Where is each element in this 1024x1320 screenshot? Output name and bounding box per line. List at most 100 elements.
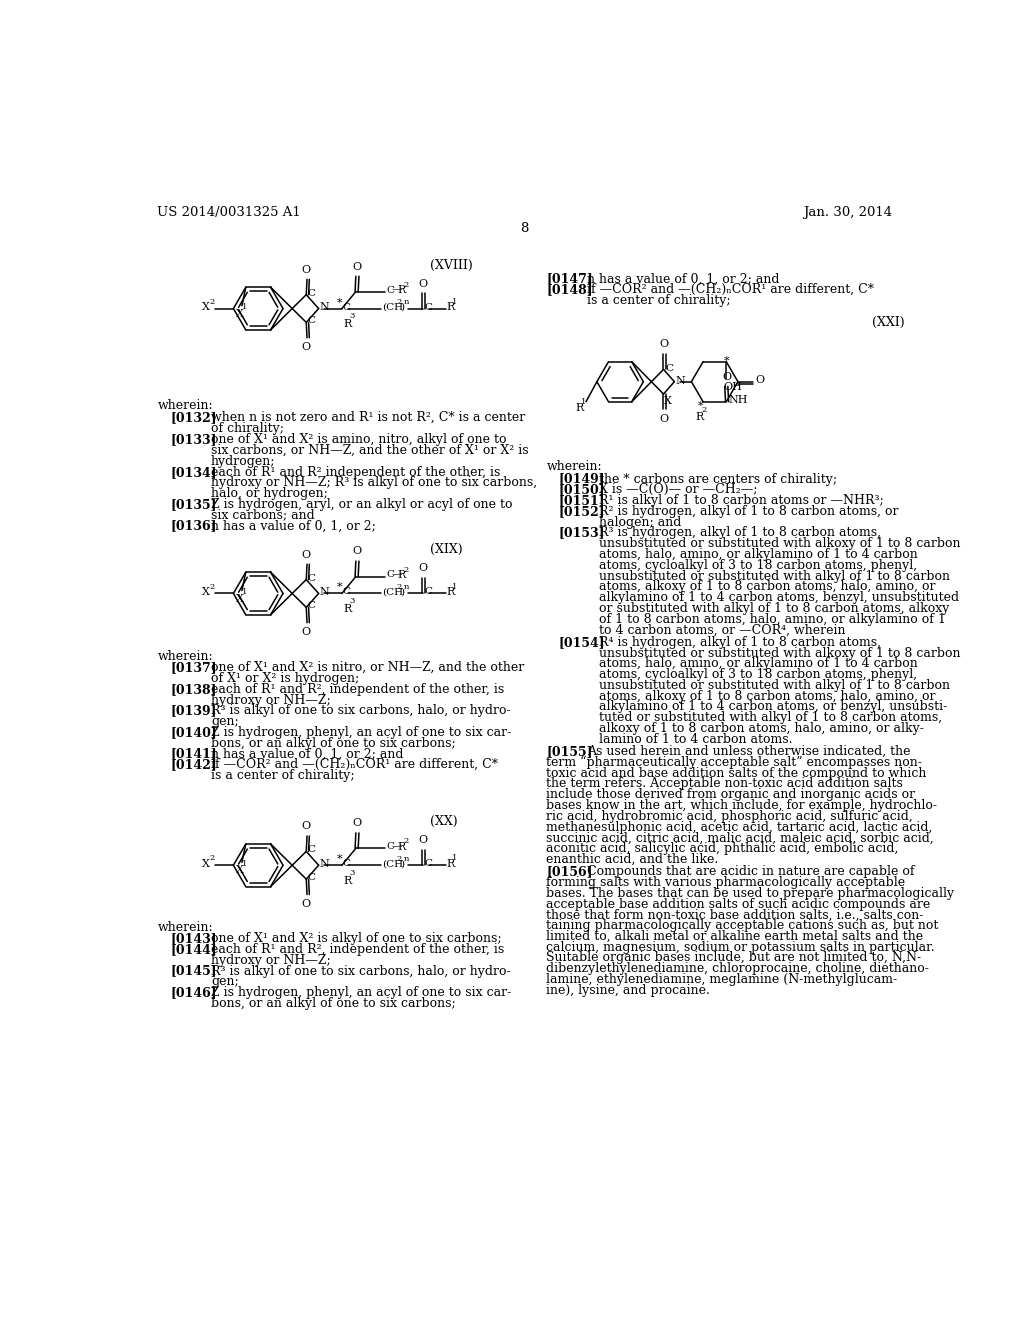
Text: R: R <box>446 859 455 869</box>
Text: [0142]: [0142] <box>171 758 217 771</box>
Text: [0136]: [0136] <box>171 520 217 532</box>
Text: [0144]: [0144] <box>171 942 217 956</box>
Text: 1: 1 <box>582 399 587 407</box>
Text: R³ is hydrogen, alkyl of 1 to 8 carbon atoms,: R³ is hydrogen, alkyl of 1 to 8 carbon a… <box>599 527 882 540</box>
Text: n: n <box>403 583 410 591</box>
Text: calcium, magnesium, sodium or potassium salts in particular.: calcium, magnesium, sodium or potassium … <box>547 941 935 954</box>
Text: R: R <box>343 876 351 886</box>
Text: term “pharmaceutically acceptable salt” encompasses non-: term “pharmaceutically acceptable salt” … <box>547 756 923 770</box>
Text: aconitic acid, salicylic acid, phthalic acid, embolic acid,: aconitic acid, salicylic acid, phthalic … <box>547 842 899 855</box>
Text: X is —C(O)— or —CH₂—;: X is —C(O)— or —CH₂—; <box>599 483 758 496</box>
Text: wherein:: wherein: <box>158 399 213 412</box>
Text: include those derived from organic and inorganic acids or: include those derived from organic and i… <box>547 788 915 801</box>
Text: wherein:: wherein: <box>158 649 213 663</box>
Text: succinic acid, citric acid, malic acid, maleic acid, sorbic acid,: succinic acid, citric acid, malic acid, … <box>547 832 934 845</box>
Text: unsubstituted or substituted with alkyl of 1 to 8 carbon: unsubstituted or substituted with alkyl … <box>599 678 950 692</box>
Text: each of R¹ and R² independent of the other, is: each of R¹ and R² independent of the oth… <box>211 466 501 479</box>
Text: C: C <box>308 845 315 854</box>
Text: wherein:: wherein: <box>547 461 602 474</box>
Text: O: O <box>302 899 311 909</box>
Text: *: * <box>724 356 730 366</box>
Text: [0133]: [0133] <box>171 433 217 446</box>
Text: acceptable base addition salts of such acidic compounds are: acceptable base addition salts of such a… <box>547 898 931 911</box>
Text: ): ) <box>400 859 404 869</box>
Text: dibenzylethylenediamine, chloroprocaine, choline, diethano-: dibenzylethylenediamine, chloroprocaine,… <box>547 962 930 975</box>
Text: six carbons; and: six carbons; and <box>211 508 314 521</box>
Text: [0154]: [0154] <box>558 636 605 649</box>
Text: 2: 2 <box>701 407 707 414</box>
Text: enanthic acid, and the like.: enanthic acid, and the like. <box>547 853 719 866</box>
Text: 2: 2 <box>403 565 409 574</box>
Text: R: R <box>397 570 406 579</box>
Text: of 1 to 8 carbon atoms, halo, amino, or alkylamino of 1: of 1 to 8 carbon atoms, halo, amino, or … <box>599 612 946 626</box>
Text: n: n <box>403 298 410 306</box>
Text: 2: 2 <box>403 837 409 845</box>
Text: 2: 2 <box>397 298 402 306</box>
Text: Z is hydrogen, aryl, or an alkyl or acyl of one to: Z is hydrogen, aryl, or an alkyl or acyl… <box>211 498 512 511</box>
Text: 1: 1 <box>242 304 248 312</box>
Text: [0140]: [0140] <box>171 726 217 739</box>
Text: hydrogen;: hydrogen; <box>211 455 275 467</box>
Text: O: O <box>302 821 311 832</box>
Text: C: C <box>386 285 394 294</box>
Text: X: X <box>665 396 672 405</box>
Text: (XVIII): (XVIII) <box>430 259 473 272</box>
Text: to 4 carbon atoms, or —COR⁴, wherein: to 4 carbon atoms, or —COR⁴, wherein <box>599 623 846 636</box>
Text: gen;: gen; <box>211 715 239 729</box>
Text: O: O <box>302 342 311 352</box>
Text: lamino of 1 to 4 carbon atoms.: lamino of 1 to 4 carbon atoms. <box>599 733 793 746</box>
Text: C: C <box>343 587 350 597</box>
Text: N: N <box>319 302 329 312</box>
Text: [0141]: [0141] <box>171 747 217 760</box>
Text: [0156]: [0156] <box>547 866 593 878</box>
Text: [0132]: [0132] <box>171 411 217 424</box>
Text: R⁴ is hydrogen, alkyl of 1 to 8 carbon atoms,: R⁴ is hydrogen, alkyl of 1 to 8 carbon a… <box>599 636 882 649</box>
Text: six carbons, or NH—Z, and the other of X¹ or X² is: six carbons, or NH—Z, and the other of X… <box>211 444 528 457</box>
Text: C: C <box>308 574 315 582</box>
Text: C: C <box>343 302 350 312</box>
Text: alkylamino of 1 to 4 carbon atoms, or benzyl, unsubsti-: alkylamino of 1 to 4 carbon atoms, or be… <box>599 701 947 714</box>
Text: unsubstituted or substituted with alkoxy of 1 to 8 carbon: unsubstituted or substituted with alkoxy… <box>599 647 961 660</box>
Text: N: N <box>319 587 329 597</box>
Text: O: O <box>659 339 669 350</box>
Text: O: O <box>419 279 428 289</box>
Text: taining pharmacologically acceptable cations such as, but not: taining pharmacologically acceptable cat… <box>547 919 939 932</box>
Text: one of X¹ and X² is alkyl of one to six carbons;: one of X¹ and X² is alkyl of one to six … <box>211 932 502 945</box>
Text: 2: 2 <box>209 297 215 306</box>
Text: one of X¹ and X² is amino, nitro, alkyl of one to: one of X¹ and X² is amino, nitro, alkyl … <box>211 433 507 446</box>
Text: *: * <box>698 400 703 411</box>
Text: [0152]: [0152] <box>558 506 605 517</box>
Text: Jan. 30, 2014: Jan. 30, 2014 <box>803 206 892 219</box>
Text: O: O <box>302 549 311 560</box>
Text: of chirality;: of chirality; <box>211 422 284 434</box>
Text: C: C <box>424 302 432 312</box>
Text: X: X <box>236 309 244 318</box>
Text: O: O <box>723 372 731 381</box>
Text: [0148]: [0148] <box>547 284 593 296</box>
Text: X: X <box>236 594 244 603</box>
Text: gen;: gen; <box>211 975 239 989</box>
Text: X: X <box>203 859 210 869</box>
Text: n has a value of 0, 1, or 2; and: n has a value of 0, 1, or 2; and <box>211 747 403 760</box>
Text: 2: 2 <box>403 281 409 289</box>
Text: 3: 3 <box>349 869 355 876</box>
Text: [0134]: [0134] <box>171 466 217 479</box>
Text: O: O <box>352 818 361 829</box>
Text: X: X <box>203 302 210 312</box>
Text: is a center of chirality;: is a center of chirality; <box>211 770 354 781</box>
Text: ): ) <box>400 302 404 312</box>
Text: Compounds that are acidic in nature are capable of: Compounds that are acidic in nature are … <box>587 866 914 878</box>
Text: the term refers. Acceptable non-toxic acid addition salts: the term refers. Acceptable non-toxic ac… <box>547 777 903 791</box>
Text: —: — <box>391 570 401 579</box>
Text: C: C <box>308 602 315 610</box>
Text: Suitable organic bases include, but are not limited to, N,N-: Suitable organic bases include, but are … <box>547 952 922 965</box>
Text: of X¹ or X² is hydrogen;: of X¹ or X² is hydrogen; <box>211 672 359 685</box>
Text: —: — <box>391 842 401 851</box>
Text: O: O <box>419 564 428 573</box>
Text: [0151]: [0151] <box>558 494 605 507</box>
Text: O: O <box>659 414 669 424</box>
Text: 1: 1 <box>452 297 458 306</box>
Text: R: R <box>695 412 703 422</box>
Text: (XXI): (XXI) <box>872 317 904 329</box>
Text: [0138]: [0138] <box>171 682 217 696</box>
